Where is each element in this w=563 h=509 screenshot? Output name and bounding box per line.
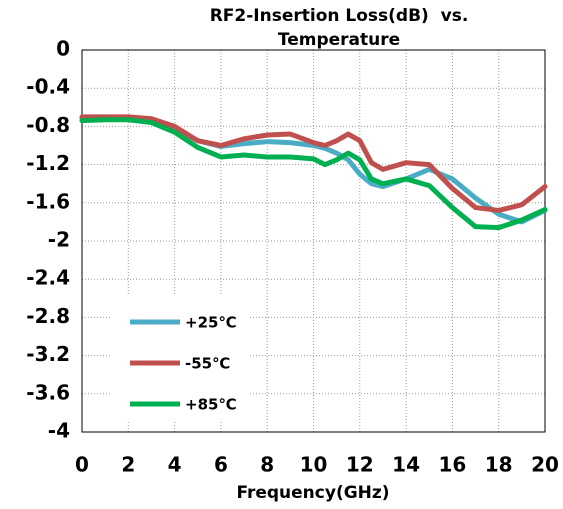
legend-label: -55℃	[185, 355, 230, 373]
y-tick-label: -2.8	[26, 304, 70, 328]
x-tick-label: 6	[214, 453, 228, 477]
legend-label: +85℃	[185, 396, 237, 414]
x-tick-label: 8	[260, 453, 274, 477]
chart-title: RF2-Insertion Loss(dB) vs. Temperature	[209, 6, 475, 50]
x-tick-label: 2	[121, 453, 135, 477]
y-tick-label: -0.8	[26, 113, 70, 137]
x-tick-label: 4	[168, 453, 182, 477]
x-tick-label: 10	[300, 453, 328, 477]
y-tick-label: -4	[48, 419, 70, 443]
y-tick-label: -3.6	[26, 380, 70, 404]
data-line	[79, 117, 548, 231]
y-tick-label: -2	[48, 228, 70, 252]
x-tick-label: 16	[438, 453, 466, 477]
y-tick-label: -0.4	[26, 75, 70, 99]
legend-label: +25℃	[185, 314, 237, 332]
legend: +25℃ -55℃ +85℃	[110, 295, 250, 420]
plot-border	[81, 49, 546, 433]
y-tick-label: -2.4	[26, 266, 70, 290]
x-tick-label: 12	[346, 453, 374, 477]
x-tick-label: 0	[75, 453, 89, 477]
x-tick-label: 14	[392, 453, 420, 477]
y-tick-label: 0	[56, 37, 70, 61]
y-tick-label: -3.2	[26, 342, 70, 366]
data-line	[79, 114, 548, 213]
y-tick-label: -1.6	[26, 189, 70, 213]
x-tick-label: 20	[531, 453, 559, 477]
y-tick-label: -1.2	[26, 151, 70, 175]
legend-box	[110, 295, 250, 420]
x-tick-label: 18	[485, 453, 513, 477]
x-axis-label: Frequency(GHz)	[236, 483, 389, 503]
